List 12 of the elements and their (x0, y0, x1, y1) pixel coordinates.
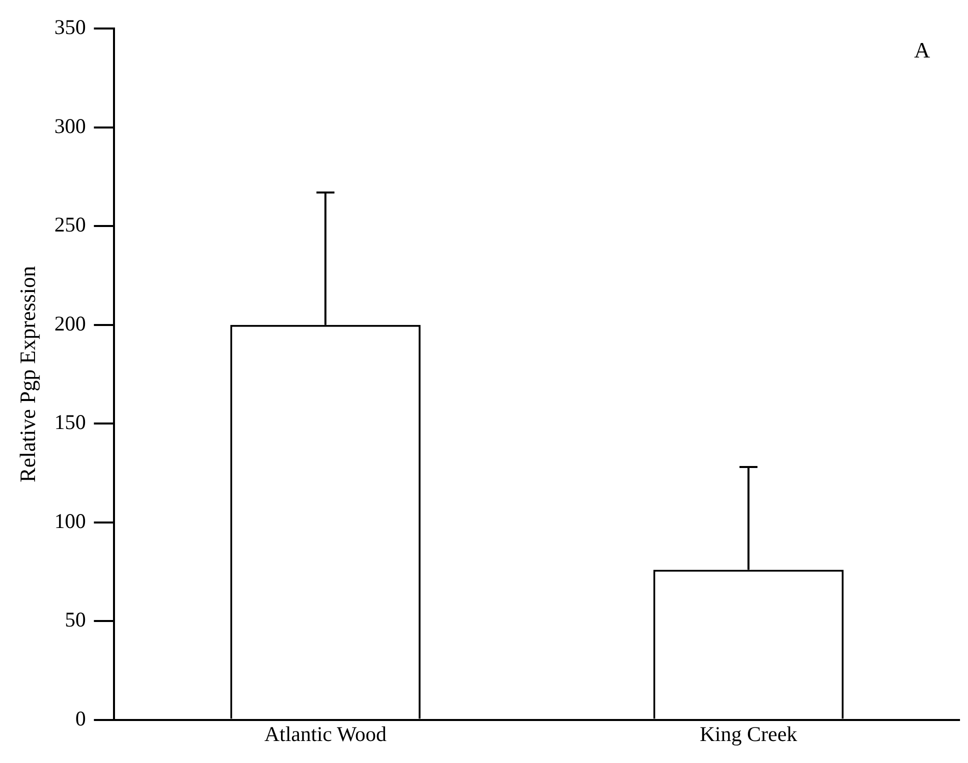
y-tick-label: 300 (54, 114, 86, 138)
annotation: A (914, 37, 930, 62)
x-tick-label: King Creek (700, 722, 798, 746)
y-tick-label: 50 (64, 608, 86, 632)
x-tick-label: Atlantic Wood (264, 722, 387, 746)
y-tick-label: 150 (54, 410, 86, 434)
y-axis-title: Relative Pgp Expression (14, 266, 40, 482)
y-tick-label: 100 (54, 508, 86, 533)
y-tick-label: 250 (54, 212, 86, 237)
y-tick-label: 200 (54, 311, 86, 336)
y-tick-label: 0 (75, 706, 86, 730)
y-tick-label: 350 (54, 15, 86, 40)
